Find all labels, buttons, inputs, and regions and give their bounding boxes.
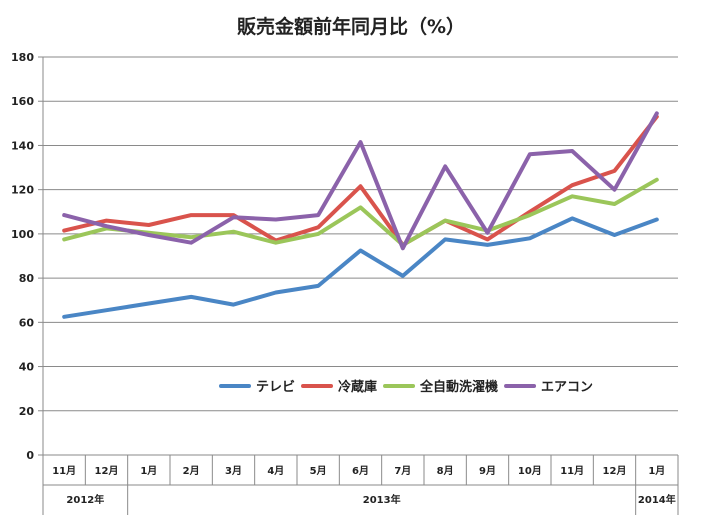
series-line-冷蔵庫 xyxy=(62,114,659,247)
category-label: 12月 xyxy=(95,465,119,477)
legend-label: 全自動洗濯機 xyxy=(419,379,498,395)
series-line-エアコン xyxy=(62,111,659,251)
category-table: 11月 12月 1月 2月 3月 4月 5月 6月 7月 8月 9月 10月 11月 12月 1月 2012年… xyxy=(42,455,679,515)
series-line-全自動洗濯機 xyxy=(62,177,659,247)
category-label: 9月 xyxy=(479,465,496,477)
category-label: 1月 xyxy=(648,465,665,477)
legend-label: 冷蔵庫 xyxy=(338,379,377,395)
legend: テレビ 冷蔵庫 全自動洗濯機 エアコン xyxy=(219,379,593,395)
category-label: 11月 xyxy=(52,465,76,477)
y-tick-label: 100 xyxy=(11,228,34,241)
series-lines xyxy=(62,111,659,319)
y-tick-label: 180 xyxy=(11,51,34,64)
year-label: 2014年 xyxy=(638,493,676,506)
y-tick-label: 160 xyxy=(11,95,34,108)
y-tick-label: 80 xyxy=(19,272,35,285)
category-label: 4月 xyxy=(267,465,284,477)
y-tick-label: 120 xyxy=(11,184,34,197)
category-label: 1月 xyxy=(140,465,157,477)
y-tick-label: 0 xyxy=(26,449,34,462)
category-label: 11月 xyxy=(560,465,584,477)
chart-title: 販売金額前年同月比（%） xyxy=(237,15,465,38)
legend-label: エアコン xyxy=(541,380,593,395)
y-axis-ticks: 0 20 40 60 80 100 120 140 160 180 xyxy=(11,51,43,462)
y-tick-label: 20 xyxy=(19,405,35,418)
category-label: 3月 xyxy=(225,465,242,477)
category-label: 8月 xyxy=(437,465,454,477)
legend-label: テレビ xyxy=(256,379,295,395)
category-label: 7月 xyxy=(394,465,411,477)
y-tick-label: 40 xyxy=(19,361,35,374)
year-label: 2013年 xyxy=(363,493,401,506)
category-label: 12月 xyxy=(603,465,627,477)
y-tick-label: 60 xyxy=(19,316,35,329)
category-label: 2月 xyxy=(183,465,200,477)
axes xyxy=(42,57,678,456)
category-label: 10月 xyxy=(518,465,542,477)
category-label: 6月 xyxy=(352,465,369,477)
y-tick-label: 140 xyxy=(11,139,34,152)
category-label: 5月 xyxy=(310,465,327,477)
year-label: 2012年 xyxy=(66,493,104,506)
series-line-テレビ xyxy=(62,216,659,319)
